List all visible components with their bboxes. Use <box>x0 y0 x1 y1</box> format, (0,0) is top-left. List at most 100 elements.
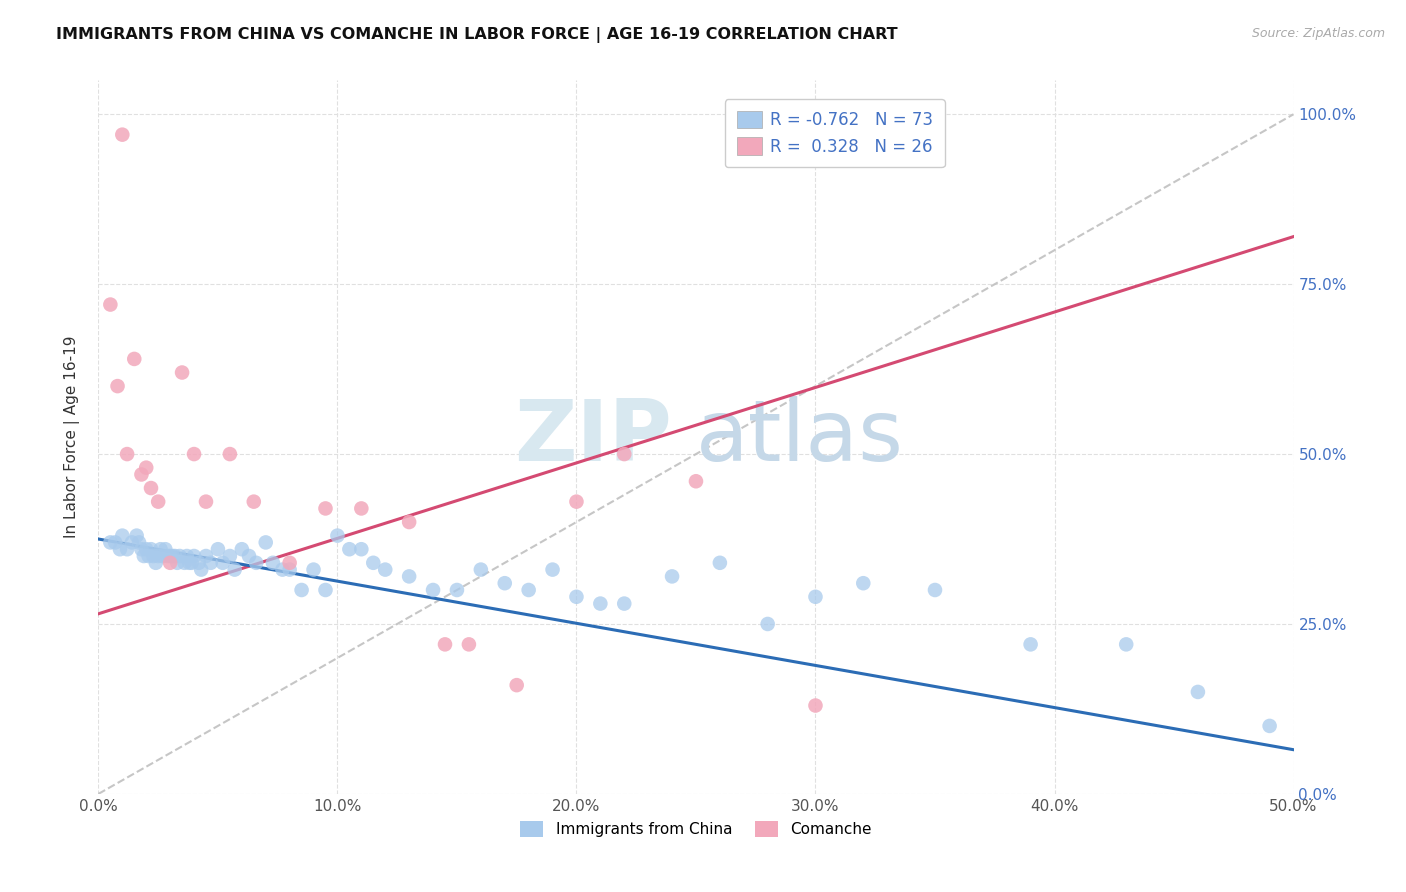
Point <box>115 542 138 557</box>
Point <box>111 128 134 142</box>
Point <box>315 501 337 516</box>
Point <box>278 563 301 577</box>
Point <box>190 563 212 577</box>
Point <box>506 678 529 692</box>
Point <box>398 515 420 529</box>
Point <box>180 556 202 570</box>
Point <box>125 528 148 542</box>
Point <box>262 556 284 570</box>
Point <box>163 549 186 563</box>
Point <box>124 351 146 366</box>
Point <box>398 569 420 583</box>
Point <box>149 542 172 557</box>
Point <box>183 447 205 461</box>
Point <box>107 379 129 393</box>
Point <box>148 494 170 508</box>
Point <box>541 563 564 577</box>
Point <box>139 481 162 495</box>
Point <box>155 542 177 557</box>
Point <box>350 542 373 557</box>
Point <box>374 563 396 577</box>
Point <box>434 637 457 651</box>
Point <box>207 542 229 557</box>
Point <box>924 582 946 597</box>
Point <box>128 535 150 549</box>
Point <box>135 460 157 475</box>
Text: atlas: atlas <box>696 395 904 479</box>
Point <box>350 501 373 516</box>
Point <box>111 528 134 542</box>
Point <box>245 556 267 570</box>
Point <box>219 549 242 563</box>
Point <box>166 556 188 570</box>
Point <box>169 549 191 563</box>
Point <box>494 576 516 591</box>
Point <box>446 582 468 597</box>
Point <box>142 549 165 563</box>
Point <box>98 535 122 549</box>
Point <box>470 563 492 577</box>
Point <box>195 494 218 508</box>
Y-axis label: In Labor Force | Age 16-19: In Labor Force | Age 16-19 <box>63 335 80 539</box>
Point <box>804 698 827 713</box>
Point <box>243 494 266 508</box>
Point <box>517 582 540 597</box>
Point <box>156 549 179 563</box>
Point <box>135 542 157 557</box>
Point <box>162 549 184 563</box>
Point <box>339 542 361 557</box>
Point <box>278 556 301 570</box>
Point <box>176 549 198 563</box>
Point <box>685 475 707 489</box>
Point <box>1258 719 1281 733</box>
Point <box>152 549 174 563</box>
Point <box>271 563 294 577</box>
Point <box>613 447 636 461</box>
Point <box>159 556 181 570</box>
Point <box>224 563 246 577</box>
Point <box>148 549 170 563</box>
Point <box>98 297 122 311</box>
Point <box>131 542 153 557</box>
Text: ZIP: ZIP <box>515 395 672 479</box>
Point <box>238 549 260 563</box>
Point <box>363 556 385 570</box>
Point <box>200 556 222 570</box>
Point <box>231 542 253 557</box>
Point <box>661 569 683 583</box>
Legend: Immigrants from China, Comanche: Immigrants from China, Comanche <box>515 815 877 843</box>
Point <box>315 582 337 597</box>
Point <box>613 597 636 611</box>
Point <box>709 556 731 570</box>
Point <box>291 582 314 597</box>
Point <box>219 447 242 461</box>
Point <box>104 535 127 549</box>
Point <box>173 556 195 570</box>
Point <box>211 556 233 570</box>
Point <box>565 590 588 604</box>
Point <box>326 528 349 542</box>
Text: Source: ZipAtlas.com: Source: ZipAtlas.com <box>1251 27 1385 40</box>
Point <box>121 535 143 549</box>
Point <box>195 549 218 563</box>
Point <box>179 556 201 570</box>
Point <box>852 576 875 591</box>
Point <box>1187 685 1209 699</box>
Text: IMMIGRANTS FROM CHINA VS COMANCHE IN LABOR FORCE | AGE 16-19 CORRELATION CHART: IMMIGRANTS FROM CHINA VS COMANCHE IN LAB… <box>56 27 898 43</box>
Point <box>132 549 155 563</box>
Point <box>138 549 160 563</box>
Point <box>172 366 194 380</box>
Point <box>131 467 153 482</box>
Point <box>756 617 779 632</box>
Point <box>458 637 481 651</box>
Point <box>565 494 588 508</box>
Point <box>589 597 612 611</box>
Point <box>139 542 162 557</box>
Point <box>187 556 209 570</box>
Point <box>145 556 167 570</box>
Point <box>159 549 181 563</box>
Point <box>1115 637 1137 651</box>
Point <box>302 563 325 577</box>
Point <box>115 447 138 461</box>
Point <box>183 549 205 563</box>
